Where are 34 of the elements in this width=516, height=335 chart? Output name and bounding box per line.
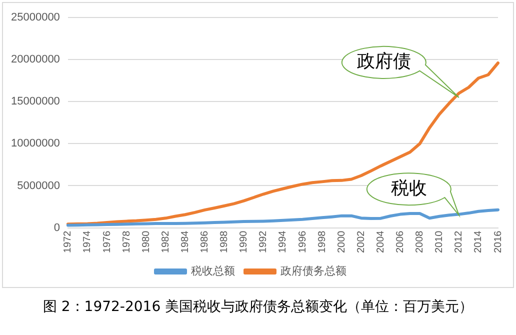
y-tick-label: 25000000 [10,12,60,24]
x-tick-label: 1980 [140,230,152,254]
x-tick-label: 2000 [336,230,348,254]
x-tick-label: 1976 [102,230,113,254]
x-tick-label: 1994 [278,230,289,254]
y-tick-label: 15000000 [10,96,60,108]
x-tick-label: 1988 [219,230,230,254]
x-tick-label: 1974 [82,230,94,254]
x-tick-label: 1998 [316,230,328,254]
x-tick-label: 2014 [473,230,484,254]
x-tick-label: 2004 [375,230,386,254]
x-tick-label: 1972 [62,230,74,254]
x-tick-label: 2012 [454,230,465,254]
annotation: 政府债 [356,51,411,72]
x-tick-label: 1986 [200,230,211,254]
x-tick-label: 2010 [434,230,446,254]
x-tick-label: 2006 [395,230,406,254]
y-tick-label: 20000000 [10,54,60,66]
x-tick-label: 1996 [297,230,308,254]
x-tick-label: 1978 [121,230,132,254]
legend-label: 税收总额 [191,264,235,278]
legend-label: 政府债务总额 [280,264,346,278]
y-tick-label: 10000000 [10,138,60,150]
text: 图 2：1972-2016 美国税收与政府债务总额变化（单位：百万美元） [42,298,474,316]
x-tick-label: 2016 [492,230,504,254]
y-tick-label: 0 [54,222,60,234]
x-tick-label: 1990 [238,230,250,254]
x-tick-label: 1992 [258,230,270,254]
y-tick-label: 5000000 [17,180,60,192]
x-tick-label: 1982 [160,230,172,254]
x-tick-label: 2008 [414,230,426,254]
annotation: 税收 [390,178,427,199]
x-tick-label: 1984 [180,230,191,254]
x-tick-label: 2002 [356,230,367,254]
